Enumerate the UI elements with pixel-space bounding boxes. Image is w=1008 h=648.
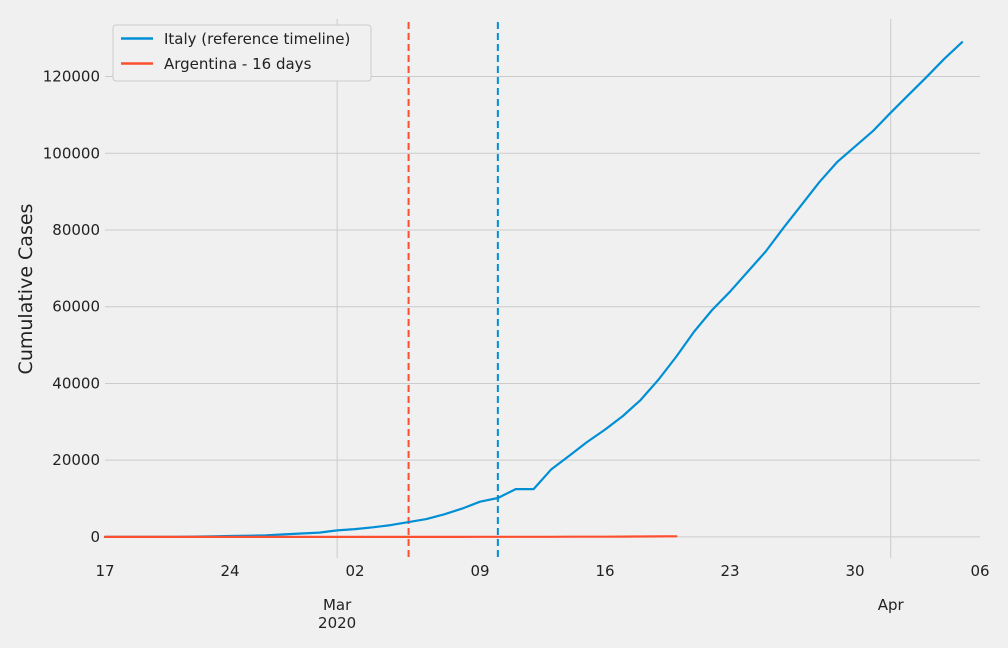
x-tick-label: 23 (720, 562, 739, 580)
y-tick-label: 40000 (52, 374, 100, 392)
x-month-label: Apr (878, 596, 905, 614)
series-line-argentina (103, 535, 678, 539)
vertical-markers (407, 22, 499, 558)
y-tick-label: 0 (90, 528, 100, 546)
legend-frame (112, 24, 372, 82)
x-tick-label: 30 (845, 562, 864, 580)
grid (105, 19, 980, 558)
series-line-italy (103, 41, 964, 539)
x-tick-label: 17 (95, 562, 114, 580)
legend: Italy (reference timeline) Argentina - 1… (112, 24, 372, 82)
y-tick-label: 120000 (43, 68, 100, 86)
x-month-label: Mar (323, 596, 352, 614)
legend-label-argentina: Argentina - 16 days (164, 55, 312, 73)
y-tick-labels: 0 20000 40000 60000 80000 100000 120000 (43, 68, 100, 546)
y-tick-label: 100000 (43, 144, 100, 162)
x-year-label: 2020 (318, 614, 356, 632)
series-lines (103, 41, 964, 539)
x-tick-label: 09 (470, 562, 489, 580)
y-axis-label: Cumulative Cases (15, 204, 37, 375)
x-tick-label: 06 (970, 562, 989, 580)
x-tick-label: 24 (220, 562, 239, 580)
x-tick-label: 16 (595, 562, 614, 580)
y-tick-label: 60000 (52, 298, 100, 316)
x-tick-label: 02 (345, 562, 364, 580)
y-tick-label: 20000 (52, 451, 100, 469)
legend-label-italy: Italy (reference timeline) (164, 30, 350, 48)
y-tick-label: 80000 (52, 221, 100, 239)
